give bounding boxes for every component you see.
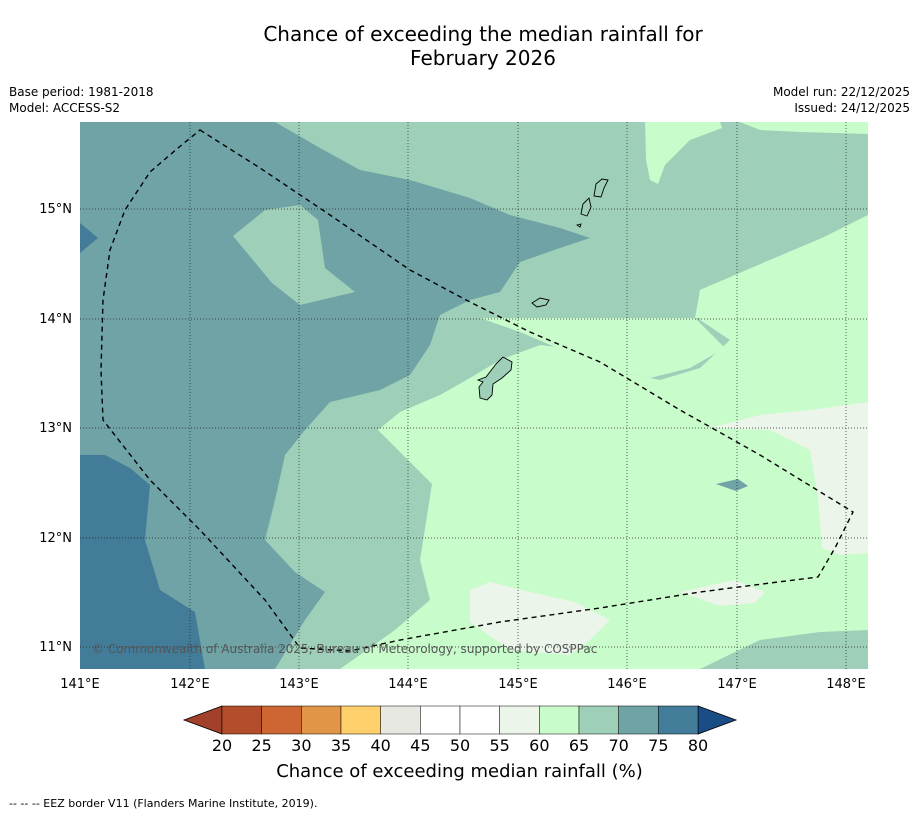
colorbar-swatch [380, 705, 421, 735]
colorbar: 20 25 30 35 40 45 50 55 60 65 70 75 80 [182, 705, 738, 755]
lat-label-15: 15°N [39, 202, 72, 217]
colorbar-swatch [420, 705, 461, 735]
zone-60-65-north-top [645, 122, 722, 184]
colorbar-swatch [539, 705, 580, 735]
lat-label-12: 12°N [39, 531, 72, 546]
lon-label-142: 142°E [170, 677, 210, 692]
colorbar-tick-label: 55 [489, 736, 509, 755]
colorbar-tick-label: 80 [688, 736, 708, 755]
colorbar-title: Chance of exceeding median rainfall (%) [276, 761, 643, 782]
aguijan-island [575, 223, 582, 228]
lon-label-148: 148°E [826, 677, 866, 692]
saipan-island [593, 178, 609, 198]
zone-65-70-southeast [700, 632, 868, 669]
colorbar-swatch [658, 705, 699, 735]
colorbar-swatch [499, 705, 540, 735]
meta-right: Model run: 22/12/2025 Issued: 24/12/2025 [773, 84, 910, 116]
zone-60-65-north-top-2 [740, 122, 868, 134]
eez-footnote: -- -- -- EEZ border V11 (Flanders Marine… [9, 797, 318, 810]
colorbar-tick-label: 70 [608, 736, 628, 755]
colorbar-tick-label: 40 [370, 736, 390, 755]
title-line-1: Chance of exceeding the median rainfall … [263, 22, 703, 46]
graticule [80, 122, 868, 669]
zone-70-75-blob [716, 479, 748, 491]
map-title: Chance of exceeding the median rainfall … [0, 22, 919, 70]
lat-label-11: 11°N [39, 640, 72, 655]
colorbar-tick-label: 25 [251, 736, 271, 755]
colorbar-tick-label: 75 [648, 736, 668, 755]
zone-60-65-south [340, 220, 868, 669]
map-area: © Commonwealth of Australia 2025, Bureau… [80, 122, 868, 669]
zone-55-60-south-2 [680, 580, 765, 606]
colorbar-swatch [618, 705, 659, 735]
lat-label-13: 13°N [39, 421, 72, 436]
lat-label-14: 14°N [39, 312, 72, 327]
colorbar-tick-label: 65 [569, 736, 589, 755]
lon-label-143: 143°E [279, 677, 319, 692]
tinian-island [580, 197, 592, 217]
colorbar-swatch [261, 705, 302, 735]
colorbar-swatch [340, 705, 381, 735]
title-line-2: February 2026 [410, 46, 556, 70]
colorbar-swatch [578, 705, 619, 735]
islands [476, 178, 609, 401]
colorbar-tick-label: 20 [212, 736, 232, 755]
lat-axis-labels: 15°N 14°N 13°N 12°N 11°N [39, 202, 72, 655]
zone-65-70-island [233, 205, 355, 305]
colorbar-tick-label: 30 [291, 736, 311, 755]
colorbar-over-arrow [697, 705, 738, 735]
lon-axis-labels: 141°E 142°E 143°E 144°E 145°E 146°E 147°… [60, 677, 866, 692]
eez-border [100, 129, 854, 652]
lon-label-144: 144°E [388, 677, 428, 692]
colorbar-tick-label: 35 [331, 736, 351, 755]
colorbar-tick-label: 50 [450, 736, 470, 755]
colorbar-swatch [459, 705, 500, 735]
rota-island [531, 297, 550, 308]
guam-island [476, 356, 513, 401]
colorbar-tick-label: 45 [410, 736, 430, 755]
zone-75-80-small [80, 223, 98, 253]
colorbar-under-arrow [182, 705, 223, 735]
issued-date: Issued: 24/12/2025 [794, 101, 910, 115]
lon-label-147: 147°E [717, 677, 757, 692]
colorbar-tick-label: 60 [529, 736, 549, 755]
zone-75-80 [80, 455, 205, 669]
lon-label-146: 146°E [607, 677, 647, 692]
lon-label-141: 141°E [60, 677, 100, 692]
colorbar-swatch [221, 705, 262, 735]
lon-label-145: 145°E [498, 677, 538, 692]
meta-left: Base period: 1981-2018 Model: ACCESS-S2 [9, 84, 154, 116]
model-run: Model run: 22/12/2025 [772, 85, 910, 99]
model-name: Model: ACCESS-S2 [9, 101, 121, 115]
zone-55-60-south [470, 582, 610, 655]
colorbar-swatch [301, 705, 342, 735]
zone-55-60-east [710, 402, 868, 555]
copyright-text: © Commonwealth of Australia 2025, Bureau… [92, 642, 597, 656]
base-period: Base period: 1981-2018 [9, 85, 154, 99]
